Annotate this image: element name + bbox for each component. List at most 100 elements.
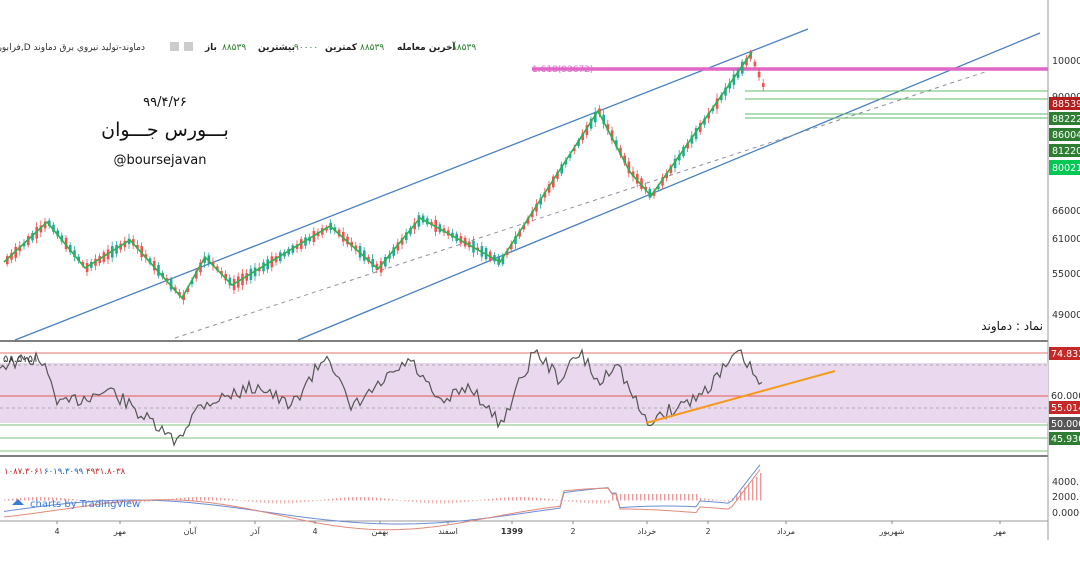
candle — [741, 61, 744, 74]
macd-bar — [396, 499, 398, 501]
x-tick-label: آذر — [249, 526, 260, 536]
x-tick-label: 4 — [312, 527, 317, 536]
rsi-tick: 60.000 — [1051, 391, 1080, 402]
candle — [531, 211, 534, 218]
macd-bar — [620, 494, 622, 501]
candle — [409, 227, 412, 235]
macd-bar — [180, 497, 182, 501]
macd-value: ۴۹۳۱.۸۰۳۸ — [86, 467, 126, 477]
candle — [552, 176, 555, 188]
candle — [715, 98, 719, 109]
macd-bar — [512, 497, 514, 501]
macd-bar — [364, 497, 366, 501]
candle — [379, 261, 383, 273]
handle-label: @boursejavan — [113, 153, 206, 168]
candle — [333, 227, 337, 232]
macd-bar — [636, 494, 638, 501]
macd-line — [3, 464, 761, 525]
macd-bar — [692, 494, 694, 501]
macd-bar — [140, 500, 142, 503]
header-icon[interactable] — [184, 42, 193, 51]
macd-bar — [744, 487, 746, 501]
macd-bar — [216, 497, 218, 501]
channel-lower-line — [297, 32, 1041, 341]
x-tick-label: اسفند — [438, 527, 458, 536]
macd-bar — [640, 494, 642, 501]
candle — [602, 114, 605, 124]
macd-bar — [476, 500, 478, 501]
candle — [573, 148, 576, 152]
price-tags: 88539 88222 86004 81220 80021 — [1049, 97, 1080, 175]
zigzag-line — [3, 51, 753, 300]
candle — [514, 236, 517, 244]
candle — [690, 135, 694, 144]
ohlc-value: ۹۰۰۰۰ — [294, 43, 318, 53]
macd-bar — [280, 500, 282, 504]
x-tick-label: خرداد — [638, 527, 657, 536]
candle — [657, 185, 660, 190]
macd-bar — [672, 494, 674, 501]
macd-bar — [452, 500, 454, 504]
macd-bar — [308, 500, 310, 502]
macd-bar — [244, 500, 246, 502]
macd-bar — [40, 497, 42, 501]
macd-bar — [200, 497, 202, 501]
candle — [669, 165, 673, 174]
macd-bar — [316, 500, 318, 501]
candle — [224, 273, 227, 281]
candle — [56, 230, 59, 237]
candle — [728, 82, 731, 89]
candle — [577, 140, 580, 146]
candle — [69, 245, 72, 253]
candle — [568, 154, 572, 158]
y-tick: 61000 — [1052, 234, 1080, 245]
ohlc-label: کمترین — [325, 43, 358, 53]
candle — [207, 255, 211, 265]
x-tick-label: 1399 — [501, 527, 524, 536]
candle — [14, 246, 17, 258]
macd-bar — [264, 500, 266, 503]
macd-bar — [704, 498, 706, 501]
macd-bar — [132, 500, 134, 504]
macd-signal-line — [3, 469, 761, 531]
macd-bar — [748, 483, 750, 501]
price-tag-bg — [1049, 97, 1080, 110]
macd-bar — [520, 497, 522, 501]
candle — [148, 258, 152, 264]
ohlc-label: آخرین معامله — [397, 41, 456, 53]
macd-bar — [260, 500, 262, 503]
macd-bar — [188, 497, 190, 501]
macd-bar — [240, 500, 242, 501]
candle — [195, 271, 198, 279]
candle — [337, 229, 341, 237]
macd-bar — [424, 500, 426, 503]
macd-bar — [228, 498, 230, 501]
macd-bar — [256, 500, 258, 503]
candle — [35, 227, 38, 239]
macd-bar — [108, 500, 110, 504]
macd-bar — [204, 497, 206, 501]
header-icon[interactable] — [170, 42, 179, 51]
macd-bar — [632, 494, 634, 501]
macd-bar — [624, 494, 626, 501]
candle — [539, 198, 542, 205]
channel-upper-line — [14, 28, 809, 341]
macd-bar — [724, 500, 726, 502]
macd-bar — [236, 499, 238, 501]
macd-bar — [716, 499, 718, 501]
candle — [699, 123, 702, 133]
x-tick-label: 2 — [570, 527, 575, 536]
macd-bar — [4, 499, 6, 501]
macd-bar — [24, 497, 26, 501]
candle — [48, 220, 51, 226]
candle — [757, 71, 761, 78]
macd-bar — [12, 498, 14, 501]
candle — [547, 184, 551, 193]
macd-bar — [508, 497, 510, 501]
macd-tick: 4000.0 — [1052, 477, 1080, 488]
macd-bar — [384, 498, 386, 501]
macd-tick: 2000.0 — [1052, 492, 1080, 503]
rsi-trendline — [645, 370, 836, 424]
rsi-tag-bg — [1049, 417, 1080, 430]
